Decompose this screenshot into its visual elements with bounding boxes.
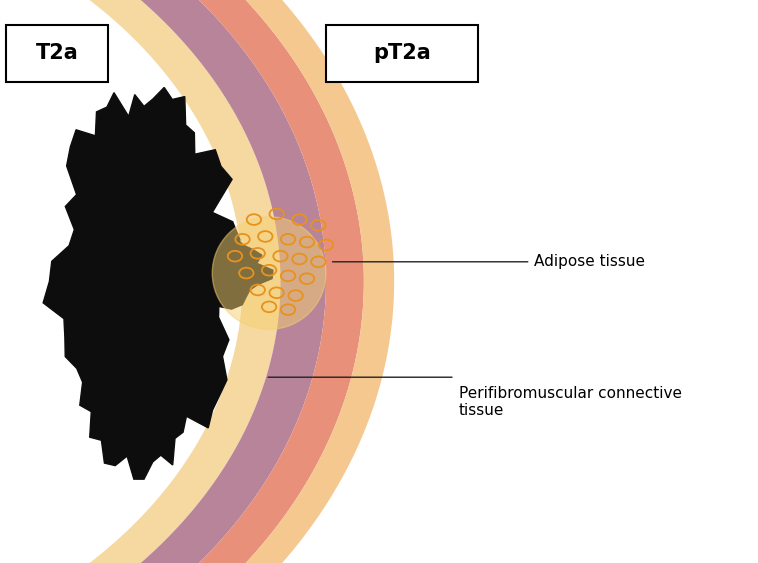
Text: Perifibromuscular connective
tissue: Perifibromuscular connective tissue xyxy=(459,386,681,418)
Polygon shape xyxy=(126,352,221,412)
Polygon shape xyxy=(153,231,273,309)
Text: T2a: T2a xyxy=(36,43,78,64)
Polygon shape xyxy=(10,0,280,563)
Polygon shape xyxy=(43,87,240,479)
Text: pT2a: pT2a xyxy=(373,43,431,64)
Polygon shape xyxy=(32,0,326,563)
Ellipse shape xyxy=(212,217,326,329)
Text: Adipose tissue: Adipose tissue xyxy=(534,254,645,269)
Bar xyxy=(326,25,478,82)
Polygon shape xyxy=(58,0,364,563)
Bar xyxy=(6,25,108,82)
Polygon shape xyxy=(80,0,394,563)
